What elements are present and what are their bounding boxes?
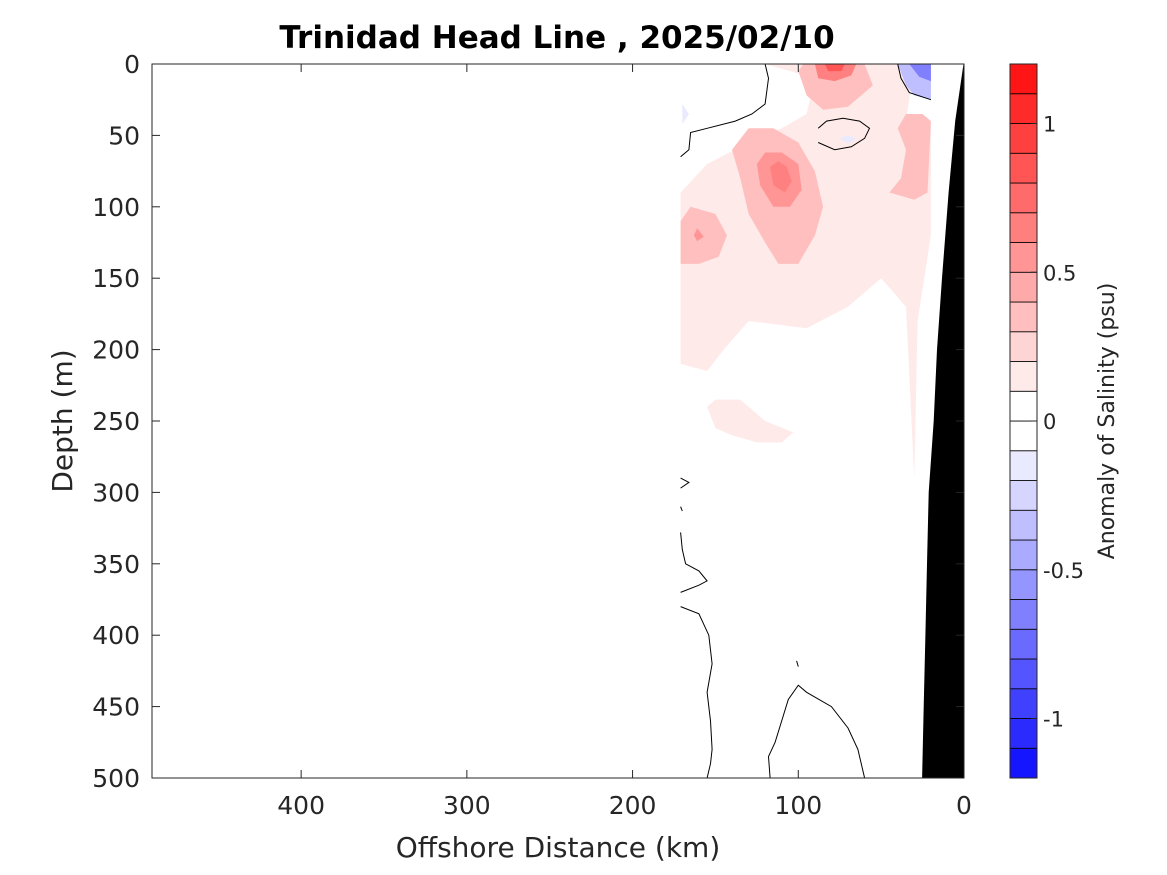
colorbar-swatch: [1009, 450, 1038, 481]
contour-region-surface-negative-coastal-inner: [909, 64, 931, 82]
colorbar-swatch: [1009, 747, 1038, 779]
y-tick-label: 0: [124, 50, 140, 79]
colorbar-swatch: [1009, 628, 1038, 660]
colorbar-swatch: [1009, 63, 1038, 95]
zero-contour-layer: [680, 64, 932, 778]
contour-deep-mound: [767, 684, 866, 778]
colorbar-tick-label: -0.5: [1043, 559, 1084, 583]
colorbar: 1 0.5 0 -0.5 -1: [1009, 63, 1084, 779]
y-tick-label: 100: [92, 193, 140, 222]
colorbar-swatch: [1009, 480, 1038, 511]
seafloor-mask-layer: [922, 64, 964, 778]
contour-deep-west: [680, 532, 708, 593]
colorbar-swatch: [1009, 301, 1038, 333]
y-axis: 0 50 100 150 200 250 300 350 400 450 500: [92, 50, 964, 793]
contour-fill-layer: [680, 64, 931, 479]
colorbar-swatch: [1009, 390, 1038, 422]
contour-region-deep-positive-lens: [707, 399, 794, 443]
contour-region-west-lobe: [680, 206, 727, 264]
x-axis: 400 300 200 100 0: [277, 64, 972, 820]
contour-shelf-edge: [680, 64, 770, 158]
x-tick-label: 0: [956, 791, 972, 820]
colorbar-swatch: [1009, 123, 1038, 154]
contour-tick-300: [680, 477, 690, 489]
colorbar-swatch: [1009, 212, 1038, 243]
colorbar-swatch: [1009, 271, 1038, 303]
colorbar-tick-label: 0: [1043, 410, 1056, 434]
contour-dot-420: [796, 660, 799, 667]
contour-region-near-surface-core-inner: [814, 64, 857, 82]
x-tick-label: 200: [609, 791, 657, 820]
contour-region-near-surface-core-max: [824, 64, 845, 72]
x-tick-label: 400: [277, 791, 325, 820]
contour-coastal-negative: [897, 64, 932, 101]
seafloor-mask: [922, 64, 964, 778]
colorbar-swatch: [1009, 509, 1038, 541]
colorbar-swatch: [1009, 361, 1038, 392]
contour-dot-310: [680, 506, 683, 512]
colorbar-tick-label: 0.5: [1043, 261, 1076, 285]
colorbar-swatch: [1009, 93, 1038, 124]
colorbar-swatch: [1009, 152, 1038, 184]
colorbar-swatch: [1009, 688, 1038, 719]
x-tick-label: 300: [443, 791, 491, 820]
y-tick-label: 50: [108, 121, 140, 150]
colorbar-swatch: [1009, 242, 1038, 273]
contour-ring-50m: [817, 117, 871, 151]
y-tick-label: 200: [92, 336, 140, 365]
colorbar-label: Anomaly of Salinity (psu): [1095, 283, 1120, 560]
y-tick-label: 450: [92, 693, 140, 722]
chart-title: Trinidad Head Line , 2025/02/10: [279, 20, 834, 56]
contour-region-east-lobe: [889, 114, 931, 200]
y-tick-label: 250: [92, 407, 140, 436]
contour-region-pocket-negative-west: [682, 104, 689, 124]
colorbar-swatch: [1009, 718, 1038, 749]
y-axis-label: Depth (m): [46, 349, 79, 492]
contour-deep-lower: [680, 606, 713, 778]
colorbar-swatch: [1009, 420, 1038, 452]
y-tick-label: 350: [92, 550, 140, 579]
contour-region-west-lobe-inner: [693, 228, 704, 242]
colorbar-swatch: [1009, 569, 1038, 600]
y-tick-label: 300: [92, 478, 140, 507]
x-axis-label: Offshore Distance (km): [396, 831, 721, 864]
contour-region-near-surface-core: [798, 64, 873, 110]
colorbar-swatch: [1009, 539, 1038, 571]
contour-region-pocket-negative-50m: [839, 135, 857, 144]
y-tick-label: 400: [92, 621, 140, 650]
colorbar-tick-label: 1: [1043, 113, 1056, 137]
colorbar-tick-label: -1: [1043, 708, 1064, 732]
colorbar-swatch: [1009, 599, 1038, 630]
y-tick-label: 150: [92, 264, 140, 293]
x-tick-label: 100: [774, 791, 822, 820]
colorbar-swatch: [1009, 331, 1038, 362]
y-tick-label: 500: [92, 764, 140, 793]
colorbar-swatch: [1009, 182, 1038, 214]
colorbar-swatch: [1009, 658, 1038, 690]
contour-region-mid-core-max: [770, 161, 792, 193]
